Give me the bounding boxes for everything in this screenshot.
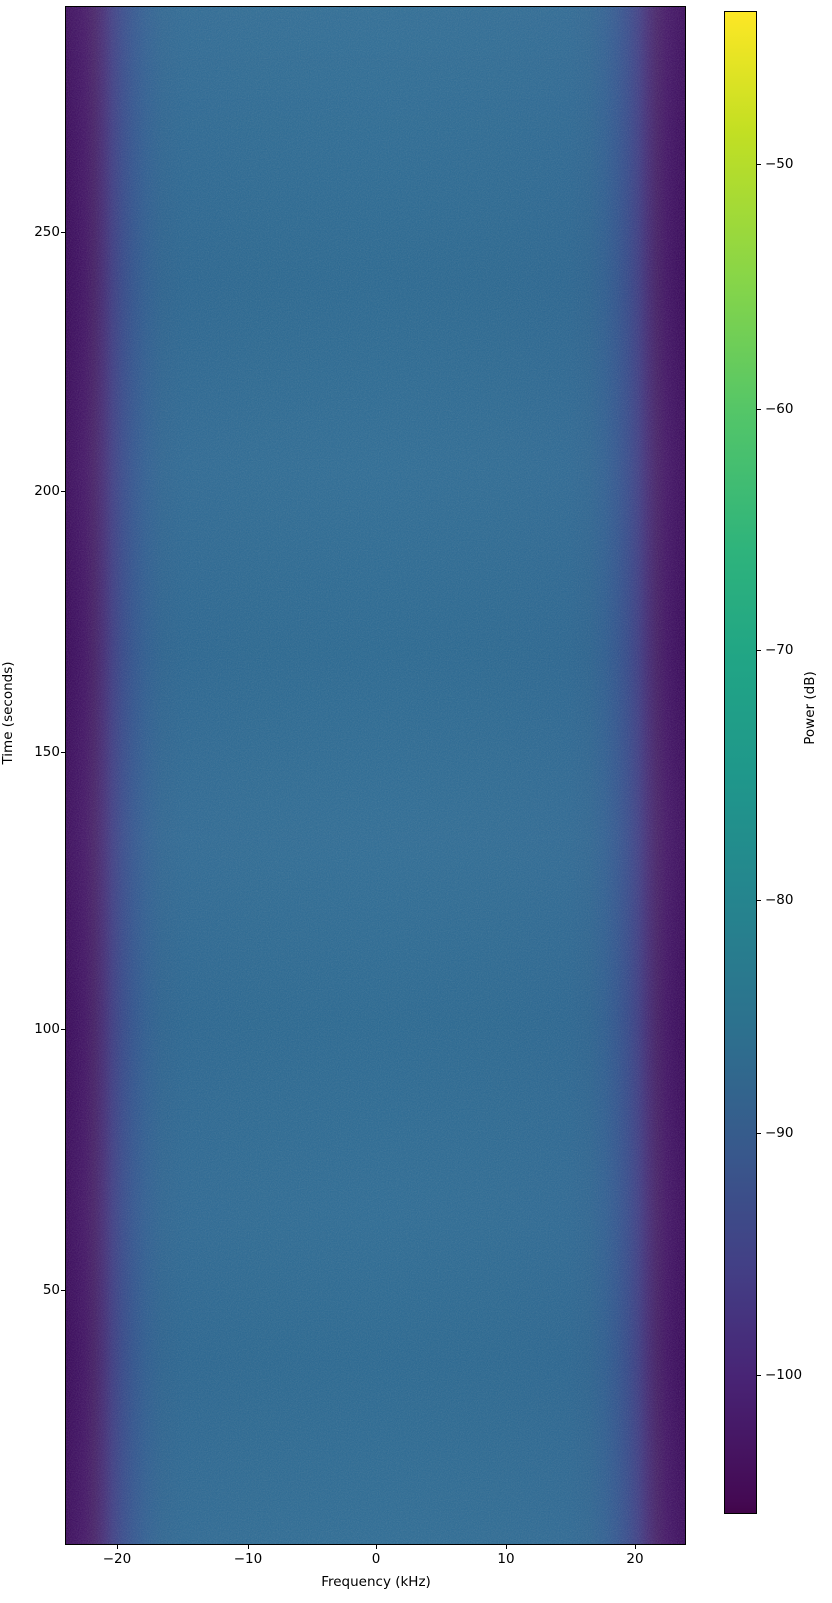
xtick-label: 10: [497, 1551, 515, 1567]
ytick-mark: [61, 491, 65, 492]
xtick-mark: [506, 1545, 507, 1549]
xtick-label: −10: [233, 1551, 263, 1567]
xtick-label: 0: [371, 1551, 381, 1567]
xtick-mark: [117, 1545, 118, 1549]
colorbar-tick-label: −50: [765, 156, 794, 172]
colorbar-tick-mark: [757, 1375, 761, 1376]
ytick-label: 100: [34, 1021, 60, 1037]
colorbar-tick-mark: [757, 164, 761, 165]
ytick-mark: [61, 752, 65, 753]
y-axis-label: Time (seconds): [0, 661, 16, 765]
colorbar-tick-label: −80: [765, 892, 794, 908]
spectrogram-image: [66, 7, 685, 1544]
ytick-mark: [61, 1029, 65, 1030]
ytick-mark: [61, 232, 65, 233]
ytick-label: 200: [34, 483, 60, 499]
ytick-label: 150: [34, 744, 60, 760]
xtick-label: 20: [626, 1551, 644, 1567]
xtick-mark: [376, 1545, 377, 1549]
x-axis-label: Frequency (kHz): [321, 1574, 431, 1590]
colorbar[interactable]: [724, 11, 757, 1514]
xtick-mark: [248, 1545, 249, 1549]
ytick-label: 50: [42, 1282, 60, 1298]
ytick-label: 250: [34, 224, 60, 240]
colorbar-tick-mark: [757, 1133, 761, 1134]
spectrogram-plot-area[interactable]: [65, 6, 686, 1545]
ytick-mark: [61, 1290, 65, 1291]
xtick-mark: [635, 1545, 636, 1549]
spectrogram-noise-grain: [66, 7, 685, 1544]
colorbar-tick-mark: [757, 409, 761, 410]
colorbar-tick-mark: [757, 650, 761, 651]
colorbar-tick-label: −100: [765, 1367, 803, 1383]
colorbar-axis-label: Power (dB): [802, 671, 818, 745]
xtick-label: −20: [102, 1551, 132, 1567]
colorbar-tick-label: −60: [765, 401, 794, 417]
colorbar-tick-label: −70: [765, 642, 794, 658]
colorbar-tick-mark: [757, 900, 761, 901]
colorbar-tick-label: −90: [765, 1125, 794, 1141]
